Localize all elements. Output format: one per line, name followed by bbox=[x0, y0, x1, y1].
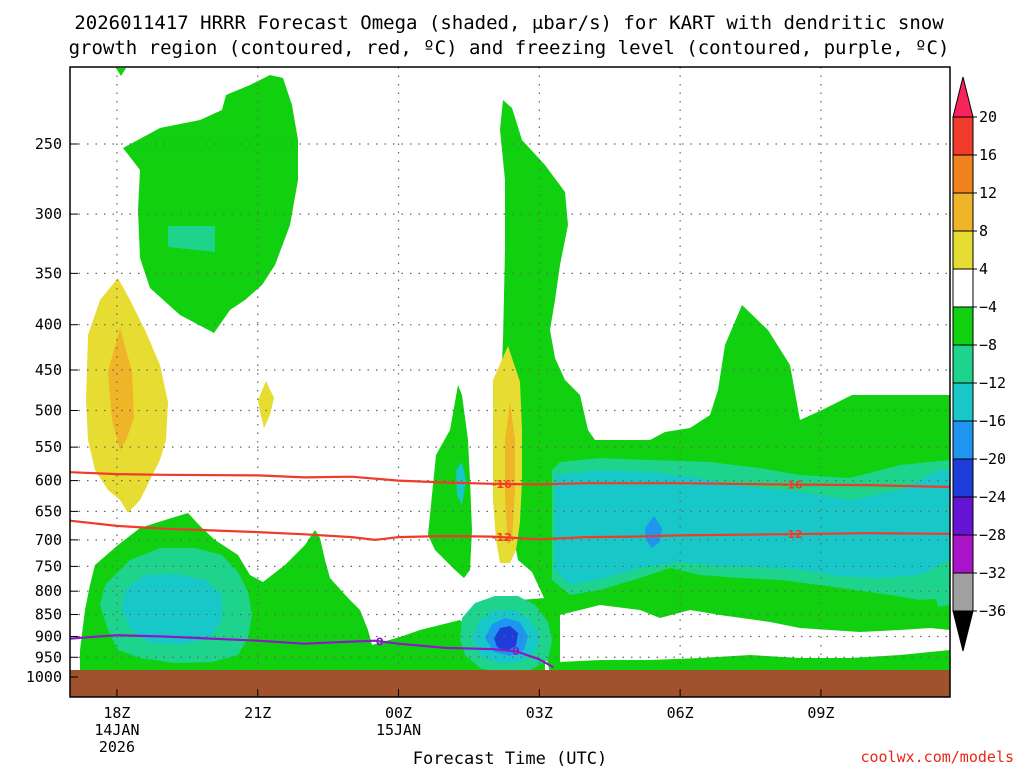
colorbar-box bbox=[952, 116, 974, 156]
y-tick-label: 1000 bbox=[26, 668, 62, 686]
colorbar-box bbox=[952, 572, 974, 612]
contour-label: 0 bbox=[512, 645, 520, 658]
x-tick-label: 09Z bbox=[807, 704, 834, 722]
y-tick-label: 900 bbox=[35, 627, 62, 645]
contour-label: -12 bbox=[783, 528, 803, 541]
colorbar-label: −8 bbox=[979, 336, 997, 354]
y-axis: 250 300 350 400 450 500 550 600 650 700 750 800 850 9… bbox=[26, 135, 78, 686]
colorbar-box bbox=[952, 192, 974, 232]
white-gap-right-notch bbox=[560, 640, 610, 662]
colorbar-box bbox=[952, 534, 974, 574]
x-tick-date: 15JAN bbox=[376, 721, 421, 739]
x-tick-label: 00Z bbox=[385, 704, 412, 722]
colorbar-label: −12 bbox=[979, 374, 1006, 392]
colorbar-label: −4 bbox=[979, 298, 997, 316]
x-tick-date: 14JAN bbox=[94, 721, 139, 739]
colorbar-box bbox=[952, 458, 974, 498]
colorbar-label: 4 bbox=[979, 260, 988, 278]
colorbar-label: 12 bbox=[979, 184, 997, 202]
colorbar-label: −24 bbox=[979, 488, 1006, 506]
colorbar-box bbox=[952, 268, 974, 308]
colorbar-label: −28 bbox=[979, 526, 1006, 544]
colorbar-box bbox=[952, 420, 974, 460]
colorbar-box bbox=[952, 230, 974, 270]
y-tick-label: 300 bbox=[35, 205, 62, 223]
colorbar-label: 16 bbox=[979, 146, 997, 164]
y-tick-label: 700 bbox=[35, 531, 62, 549]
cyan-right-band bbox=[555, 470, 950, 585]
dark-blue-center-core bbox=[494, 626, 518, 651]
x-axis-title: Forecast Time (UTC) bbox=[413, 749, 607, 768]
omega-shade-white-gaps bbox=[560, 605, 950, 662]
colorbar-box bbox=[952, 344, 974, 384]
y-tick-label: 800 bbox=[35, 582, 62, 600]
green-upper-left-region bbox=[123, 75, 298, 333]
colorbar-label: −16 bbox=[979, 412, 1006, 430]
y-tick-label: 400 bbox=[35, 316, 62, 334]
contour-label: 0 bbox=[376, 635, 384, 648]
teal-far-right-lower bbox=[930, 565, 950, 607]
contour-label: -16 bbox=[492, 478, 512, 491]
contour-line-0 bbox=[70, 471, 950, 489]
plot-frame bbox=[69, 66, 951, 698]
contour-label: -12 bbox=[492, 531, 512, 544]
x-tick-label: 21Z bbox=[244, 704, 271, 722]
omega-shade-orange-yellow bbox=[108, 328, 515, 545]
white-gap-right-lower bbox=[560, 605, 950, 660]
yellow-small-blob bbox=[258, 381, 274, 428]
contour-line-2 bbox=[70, 634, 554, 669]
teal-upper-left-patch bbox=[168, 226, 215, 252]
colorbar-top-arrow bbox=[952, 76, 974, 118]
colorbar-label: −32 bbox=[979, 564, 1006, 582]
colorbar-box bbox=[952, 154, 974, 194]
colorbar-label: 8 bbox=[979, 222, 988, 240]
ground-band bbox=[70, 670, 950, 697]
x-tick-year: 2026 bbox=[99, 738, 135, 756]
credit-text: coolwx.com/models bbox=[860, 748, 1014, 766]
orange-center-column bbox=[505, 402, 515, 545]
y-tick-label: 850 bbox=[35, 606, 62, 624]
grid-lines bbox=[70, 67, 950, 697]
green-top-left-speck bbox=[116, 68, 126, 76]
chart-title-line1: 2026011417 HRRR Forecast Omega (shaded, … bbox=[74, 12, 944, 34]
x-tick-label: 03Z bbox=[526, 704, 553, 722]
y-tick-label: 950 bbox=[35, 648, 62, 666]
colorbar: 20 16 12 8 4 −4 −8 −12 −16 −20 −24 −28 −32 −36 bbox=[952, 76, 1006, 652]
y-tick-label: 600 bbox=[35, 472, 62, 490]
chart-title-line2: growth region (contoured, red, ºC) and f… bbox=[69, 37, 950, 59]
y-tick-label: 450 bbox=[35, 361, 62, 379]
y-tick-label: 350 bbox=[35, 264, 62, 282]
colorbar-box bbox=[952, 382, 974, 422]
colorbar-label: 20 bbox=[979, 108, 997, 126]
plot-area: -16 -16 -12 -12 0 0 bbox=[70, 67, 950, 697]
y-tick-label: 750 bbox=[35, 557, 62, 575]
y-tick-label: 650 bbox=[35, 502, 62, 520]
y-tick-label: 250 bbox=[35, 135, 62, 153]
x-tick-label: 18Z bbox=[103, 704, 130, 722]
contour-label: -16 bbox=[783, 479, 803, 492]
omega-shade-dark-blue bbox=[494, 626, 518, 651]
colorbar-box bbox=[952, 306, 974, 346]
x-tick-label: 06Z bbox=[667, 704, 694, 722]
y-tick-label: 550 bbox=[35, 438, 62, 456]
colorbar-bottom-arrow bbox=[952, 610, 974, 652]
colorbar-box bbox=[952, 496, 974, 536]
colorbar-label: −36 bbox=[979, 602, 1006, 620]
colorbar-label: −20 bbox=[979, 450, 1006, 468]
orange-left-upper bbox=[108, 328, 134, 450]
green-mid-column bbox=[428, 385, 472, 578]
contour-line-1 bbox=[70, 519, 950, 542]
y-tick-label: 500 bbox=[35, 402, 62, 420]
contour-lines: -16 -16 -12 -12 0 0 bbox=[70, 471, 950, 669]
